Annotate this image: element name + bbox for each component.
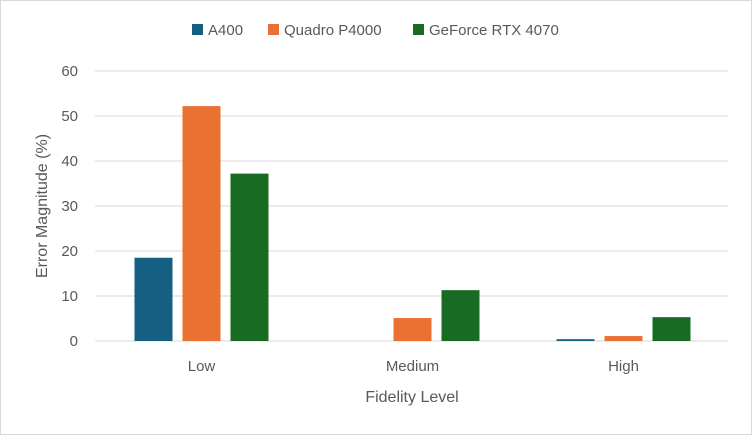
y-axis-title: Error Magnitude (%) [34, 134, 51, 278]
legend-swatch-quadro-p4000 [268, 24, 279, 35]
bar-quadro-p4000-low [182, 106, 221, 341]
bar-geforce-rtx-4070-low [230, 173, 269, 341]
y-tick-label: 10 [61, 288, 78, 305]
y-tick-label: 0 [70, 333, 78, 350]
y-tick-label: 40 [61, 153, 78, 170]
legend-swatch-a400 [192, 24, 203, 35]
y-tick-label: 30 [61, 198, 78, 215]
y-tick-label: 20 [61, 243, 78, 260]
legend-label-a400: A400 [208, 22, 243, 39]
legend-label-geforce-rtx-4070: GeForce RTX 4070 [429, 22, 559, 39]
x-axis-title: Fidelity Level [365, 389, 458, 406]
bar-quadro-p4000-medium [393, 318, 432, 341]
x-tick-label-low: Low [188, 358, 216, 375]
bar-geforce-rtx-4070-high [652, 317, 691, 341]
bar-geforce-rtx-4070-medium [441, 290, 480, 341]
bar-quadro-p4000-high [604, 336, 643, 341]
x-tick-label-medium: Medium [386, 358, 439, 375]
x-axis-ticks: Low Medium High [188, 358, 639, 375]
x-tick-label-high: High [608, 358, 639, 375]
y-axis-ticks: 0 10 20 30 40 50 60 [61, 63, 78, 350]
bars [134, 106, 691, 341]
legend-swatch-geforce-rtx-4070 [413, 24, 424, 35]
y-tick-label: 60 [61, 63, 78, 80]
bar-a400-high [556, 339, 595, 341]
legend: A400 Quadro P4000 GeForce RTX 4070 [192, 22, 559, 39]
bar-a400-low [134, 257, 173, 341]
legend-label-quadro-p4000: Quadro P4000 [284, 22, 382, 39]
y-tick-label: 50 [61, 108, 78, 125]
